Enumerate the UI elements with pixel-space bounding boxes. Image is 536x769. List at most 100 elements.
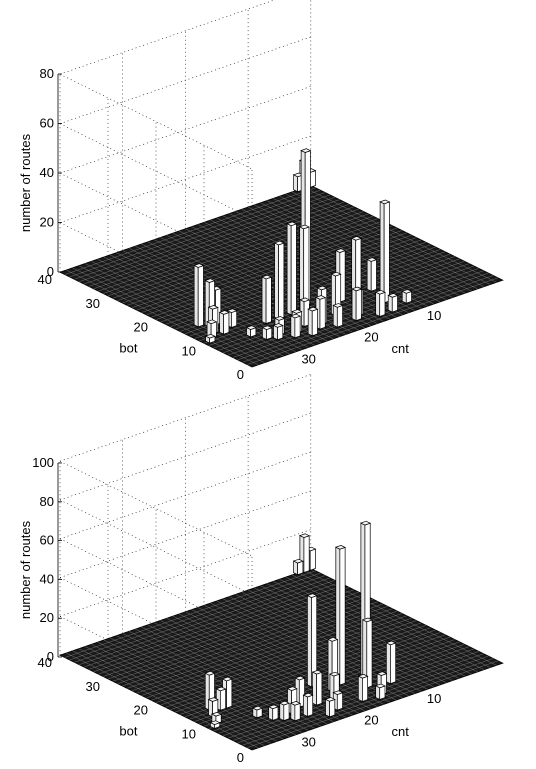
cnt-tick-label: 10	[427, 691, 441, 706]
bar-top	[267, 704, 279, 710]
bar-top	[385, 640, 397, 646]
bar-top	[387, 293, 399, 298]
bar-front	[277, 325, 284, 341]
z-tick-label: 100	[32, 455, 54, 470]
bot-tick-label: 30	[86, 679, 100, 694]
grid-line	[59, 490, 311, 578]
bar-front	[303, 535, 310, 573]
bar-top	[273, 240, 285, 246]
bar-top	[286, 221, 298, 227]
bar	[374, 289, 386, 317]
bar	[267, 704, 279, 721]
bar-top	[366, 257, 378, 262]
mesh-line	[64, 570, 316, 658]
mesh-line	[112, 211, 364, 299]
z-tick-label: 40	[40, 165, 54, 180]
bar	[324, 697, 336, 718]
cnt-tick-label: 20	[364, 713, 378, 728]
bar-top	[218, 310, 230, 315]
mesh-line	[254, 204, 447, 300]
bot-axis-label: bot	[119, 341, 137, 356]
bar-top	[376, 671, 388, 676]
bar-front	[265, 276, 272, 324]
bar-side	[303, 694, 308, 717]
bot-tick-label: 40	[38, 272, 52, 287]
bar-top	[215, 686, 227, 692]
mesh-line	[298, 189, 491, 285]
mesh-line	[74, 192, 326, 280]
bar-front	[223, 312, 230, 335]
bar	[292, 558, 304, 576]
bar-side	[261, 276, 267, 325]
mesh-line	[197, 607, 391, 703]
bar	[387, 293, 399, 313]
bar-front	[226, 678, 233, 709]
bar	[261, 274, 273, 325]
bar-top	[204, 670, 216, 676]
bar	[379, 199, 391, 304]
bot-tick-label: 20	[134, 320, 148, 335]
bar-top	[324, 697, 336, 702]
mesh-line	[260, 585, 453, 681]
bar-top	[316, 285, 328, 291]
bar-front	[355, 288, 362, 322]
bar-top	[289, 701, 302, 706]
bar-side	[193, 264, 199, 328]
bar-front	[197, 265, 204, 328]
bar-top	[300, 148, 312, 153]
bar-top	[302, 692, 314, 698]
mesh-line	[88, 199, 340, 287]
mesh-line	[122, 599, 374, 687]
bar-side	[299, 226, 305, 312]
bar-top	[307, 306, 319, 312]
bar-front	[272, 706, 279, 721]
mesh-line	[279, 196, 472, 292]
bar-top	[350, 236, 362, 241]
mesh-line	[117, 596, 369, 684]
mesh-line	[127, 218, 379, 306]
bar-top	[226, 308, 238, 313]
z-tick-label: 80	[40, 66, 54, 81]
mesh-line	[131, 220, 383, 308]
bot-tick-label: 40	[38, 655, 52, 670]
bar-front	[319, 297, 326, 330]
bot-tick-label: 10	[182, 726, 196, 741]
bar-front	[290, 223, 297, 316]
bar	[311, 669, 323, 706]
cnt-tick-label: 30	[301, 734, 315, 749]
cnt-tick-label: 20	[364, 330, 378, 345]
bar-front	[329, 698, 336, 718]
bar-top	[207, 697, 219, 702]
bar-front	[309, 170, 316, 188]
bot-tick-label: 20	[134, 703, 148, 718]
grid-line	[59, 135, 311, 223]
cnt-axis-label: cnt	[392, 341, 410, 356]
bar-front	[316, 671, 323, 706]
bar	[401, 289, 413, 304]
bar-front	[294, 315, 301, 339]
bar	[298, 224, 310, 312]
bar	[302, 692, 314, 717]
bar-front	[219, 688, 226, 711]
bar-front	[294, 702, 301, 722]
mesh-line	[117, 213, 369, 301]
bar	[289, 313, 302, 339]
bar-front	[231, 310, 238, 328]
bar-top	[251, 705, 264, 711]
bar	[286, 221, 298, 316]
bar-side	[358, 675, 363, 702]
mesh-line	[74, 575, 326, 663]
bar	[245, 325, 257, 338]
bar	[273, 240, 285, 320]
grid-line	[59, 529, 311, 617]
bar-front	[379, 685, 386, 700]
mesh-line	[304, 187, 497, 283]
bar-top	[294, 675, 306, 681]
bar-top	[272, 323, 284, 328]
mesh-line	[103, 206, 355, 294]
bar-top	[401, 289, 413, 294]
grid-line	[59, 412, 311, 501]
z-tick-label: 0	[47, 264, 54, 279]
bar-top	[209, 720, 221, 725]
